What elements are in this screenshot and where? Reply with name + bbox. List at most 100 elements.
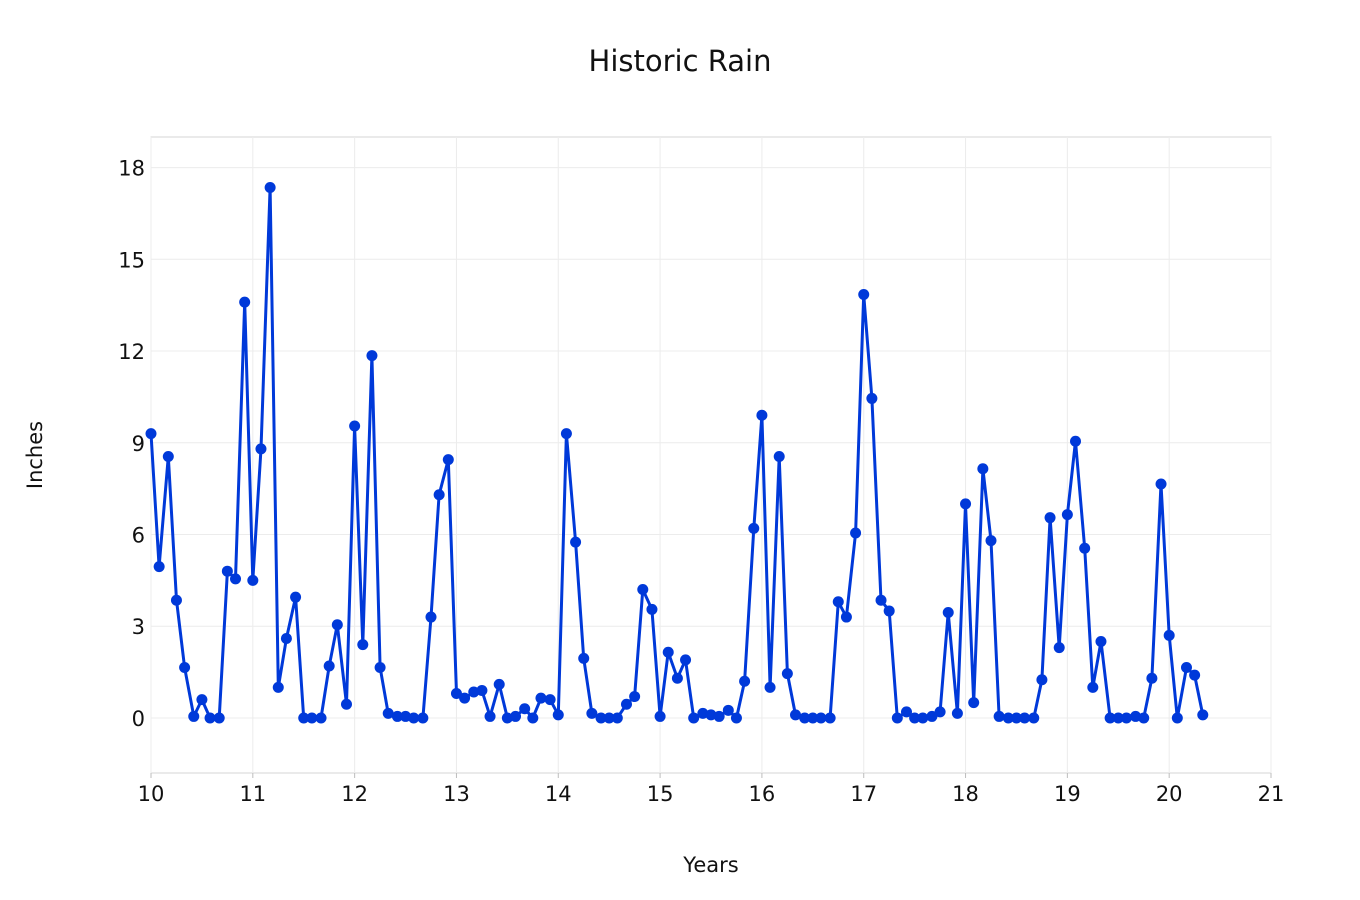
y-tick-label: 12 [118, 340, 145, 364]
x-tick-label: 20 [1156, 782, 1183, 806]
data-point [662, 646, 674, 658]
data-point [773, 451, 785, 463]
data-point [1138, 712, 1150, 724]
data-point [629, 691, 641, 703]
data-point [255, 443, 267, 455]
data-point [306, 712, 318, 724]
data-point [280, 632, 292, 644]
data-point [170, 594, 182, 606]
data-point [926, 710, 938, 722]
data-point [1155, 478, 1167, 490]
data-point [1171, 712, 1183, 724]
data-point [595, 712, 607, 724]
data-point [374, 662, 386, 674]
data-point [1028, 712, 1040, 724]
data-point [942, 606, 954, 618]
x-tick-label: 10 [138, 782, 165, 806]
data-point [196, 694, 208, 706]
data-point [188, 710, 200, 722]
data-point [697, 707, 709, 719]
data-point [985, 535, 997, 547]
data-point [408, 712, 420, 724]
data-point [1120, 712, 1132, 724]
data-point [400, 710, 412, 722]
data-point [459, 692, 471, 704]
data-point [179, 662, 191, 674]
data-point [535, 692, 547, 704]
y-axis-label: Inches [23, 420, 47, 490]
data-point [993, 710, 1005, 722]
data-point [433, 489, 445, 501]
data-point [713, 710, 725, 722]
data-point [1036, 674, 1048, 686]
data-point [832, 596, 844, 608]
data-point [807, 712, 819, 724]
data-point [951, 707, 963, 719]
data-point [450, 688, 462, 699]
y-tick-label: 9 [132, 432, 145, 456]
data-point [1010, 712, 1022, 724]
y-tick-label: 18 [118, 157, 145, 181]
data-point [213, 712, 225, 724]
data-point [519, 703, 531, 715]
data-point [366, 350, 378, 362]
data-point [442, 454, 454, 466]
data-point [1104, 712, 1116, 724]
y-tick-label: 15 [118, 248, 145, 272]
data-point [637, 584, 649, 596]
data-point [748, 522, 760, 534]
x-tick-label: 13 [443, 782, 470, 806]
chart-title: Historic Rain [588, 44, 772, 78]
data-point [654, 710, 666, 722]
data-point [977, 463, 989, 475]
data-point [468, 686, 480, 698]
data-point [247, 574, 259, 586]
data-point [891, 712, 903, 724]
data-point [272, 681, 284, 693]
data-point [382, 707, 394, 719]
data-point [680, 654, 692, 666]
x-tick-label: 15 [647, 782, 674, 806]
data-point [391, 710, 403, 722]
data-point [1053, 642, 1065, 654]
data-point [603, 712, 615, 724]
data-point [1019, 712, 1031, 724]
data-point [349, 420, 361, 432]
data-point [960, 498, 972, 510]
data-point [705, 709, 717, 721]
data-point [264, 181, 276, 193]
data-point [1189, 669, 1201, 681]
data-point [781, 668, 793, 680]
data-point [340, 698, 352, 710]
x-tick-label: 19 [1054, 782, 1081, 806]
data-point [1130, 710, 1142, 722]
data-point [1079, 542, 1091, 554]
data-point [586, 707, 598, 719]
y-tick-label: 6 [132, 524, 145, 548]
data-point [162, 451, 174, 463]
data-point [1070, 435, 1082, 447]
data-point [1044, 512, 1056, 524]
data-point [290, 591, 302, 603]
data-point [824, 712, 836, 724]
x-tick-label: 18 [952, 782, 979, 806]
data-point [204, 712, 216, 724]
data-point [1061, 509, 1073, 521]
data-point [560, 428, 572, 440]
data-point [323, 660, 335, 672]
data-point [578, 652, 590, 664]
data-point [840, 611, 852, 623]
data-point [331, 619, 343, 631]
data-point [934, 706, 946, 718]
data-point [790, 709, 802, 721]
data-point [883, 605, 895, 617]
x-tick-label: 16 [749, 782, 776, 806]
x-tick-label: 17 [850, 782, 877, 806]
data-point [866, 392, 878, 404]
data-point [570, 536, 582, 548]
data-point [493, 678, 505, 690]
data-point [1087, 681, 1099, 693]
data-point [357, 639, 369, 651]
x-tick-label: 12 [341, 782, 368, 806]
